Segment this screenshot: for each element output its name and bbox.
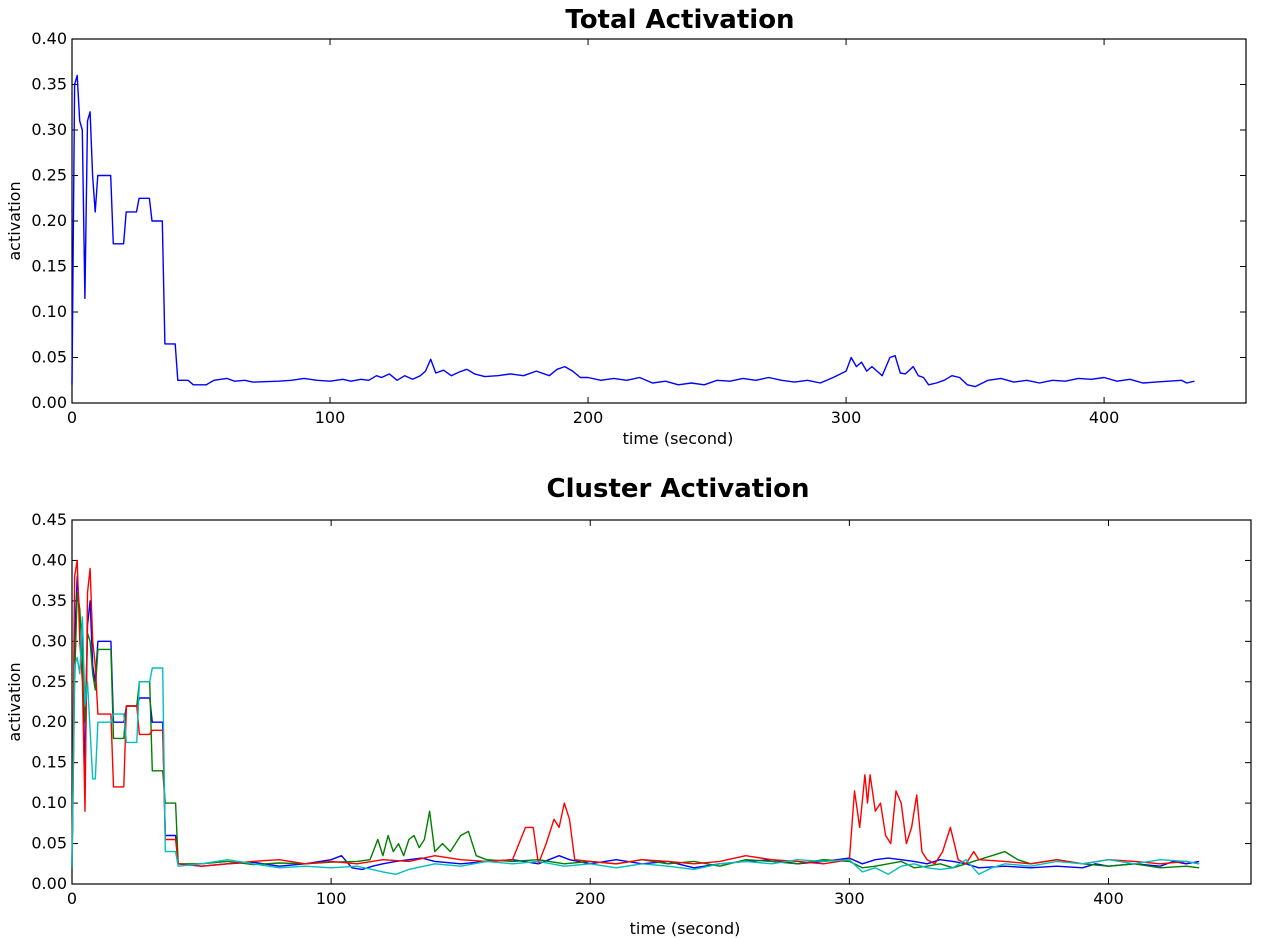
y-tick-label: 0.30 xyxy=(31,631,67,650)
y-tick-label: 0.10 xyxy=(31,302,67,321)
y-tick-label: 0.10 xyxy=(31,793,67,812)
chart-title: Total Activation xyxy=(565,5,794,35)
series-line-3 xyxy=(71,616,1200,875)
y-axis-label: activation xyxy=(5,662,24,741)
x-axis-label: time (second) xyxy=(623,429,734,448)
x-axis-label: time (second) xyxy=(630,919,741,938)
chart-title: Cluster Activation xyxy=(547,474,810,504)
y-tick-label: 0.35 xyxy=(31,75,67,94)
series-line-2 xyxy=(71,559,1200,868)
x-tick-label: 300 xyxy=(831,408,862,427)
y-tick-label: 0.30 xyxy=(31,120,67,139)
cluster-activation-chart: Cluster Activation 0 100 200 300 400 0.000.0… xyxy=(5,474,1252,938)
y-axis: 0.00 0.05 0.10 0.15 0.20 0.25 0.30 0.35 0.40 xyxy=(31,29,1246,412)
series-line-0 xyxy=(71,74,1195,388)
series-line-1 xyxy=(71,592,1200,869)
x-tick-label: 100 xyxy=(316,889,347,908)
x-tick-label: 0 xyxy=(67,889,77,908)
x-tick-label: 200 xyxy=(573,408,604,427)
y-tick-label: 0.05 xyxy=(31,834,67,853)
y-tick-label: 0.45 xyxy=(31,510,67,529)
y-tick-label: 0.35 xyxy=(31,591,67,610)
x-tick-label: 200 xyxy=(575,889,606,908)
x-tick-label: 400 xyxy=(1089,408,1120,427)
y-tick-label: 0.25 xyxy=(31,166,67,185)
y-tick-label: 0.40 xyxy=(31,550,67,569)
y-tick-label: 0.15 xyxy=(31,753,67,772)
y-tick-label: 0.15 xyxy=(31,257,67,276)
series-lines xyxy=(71,559,1200,875)
x-axis: 0 100 200 300 400 xyxy=(67,39,1119,427)
y-tick-label: 0.40 xyxy=(31,29,67,48)
y-tick-label: 0.20 xyxy=(31,211,67,230)
y-tick-label: 0.20 xyxy=(31,712,67,731)
series-line-0 xyxy=(71,575,1200,871)
x-axis: 0 100 200 300 400 xyxy=(67,520,1124,908)
y-tick-label: 0.00 xyxy=(31,874,67,893)
plot-frame xyxy=(71,519,1252,885)
x-tick-label: 400 xyxy=(1093,889,1124,908)
x-tick-label: 100 xyxy=(315,408,346,427)
x-tick-label: 300 xyxy=(834,889,865,908)
y-tick-label: 0.25 xyxy=(31,672,67,691)
y-axis: 0.00 0.05 0.10 0.15 0.20 0.25 0.30 0.35 0.40 0.45 xyxy=(31,510,1251,893)
y-axis-label: activation xyxy=(5,181,24,260)
y-tick-label: 0.00 xyxy=(31,393,67,412)
plot-frame xyxy=(71,38,1247,404)
series-lines xyxy=(71,74,1195,388)
y-tick-label: 0.05 xyxy=(31,348,67,367)
x-tick-label: 0 xyxy=(67,408,77,427)
total-activation-chart: Total Activation 0 100 200 300 400 0.000.050… xyxy=(5,5,1247,448)
